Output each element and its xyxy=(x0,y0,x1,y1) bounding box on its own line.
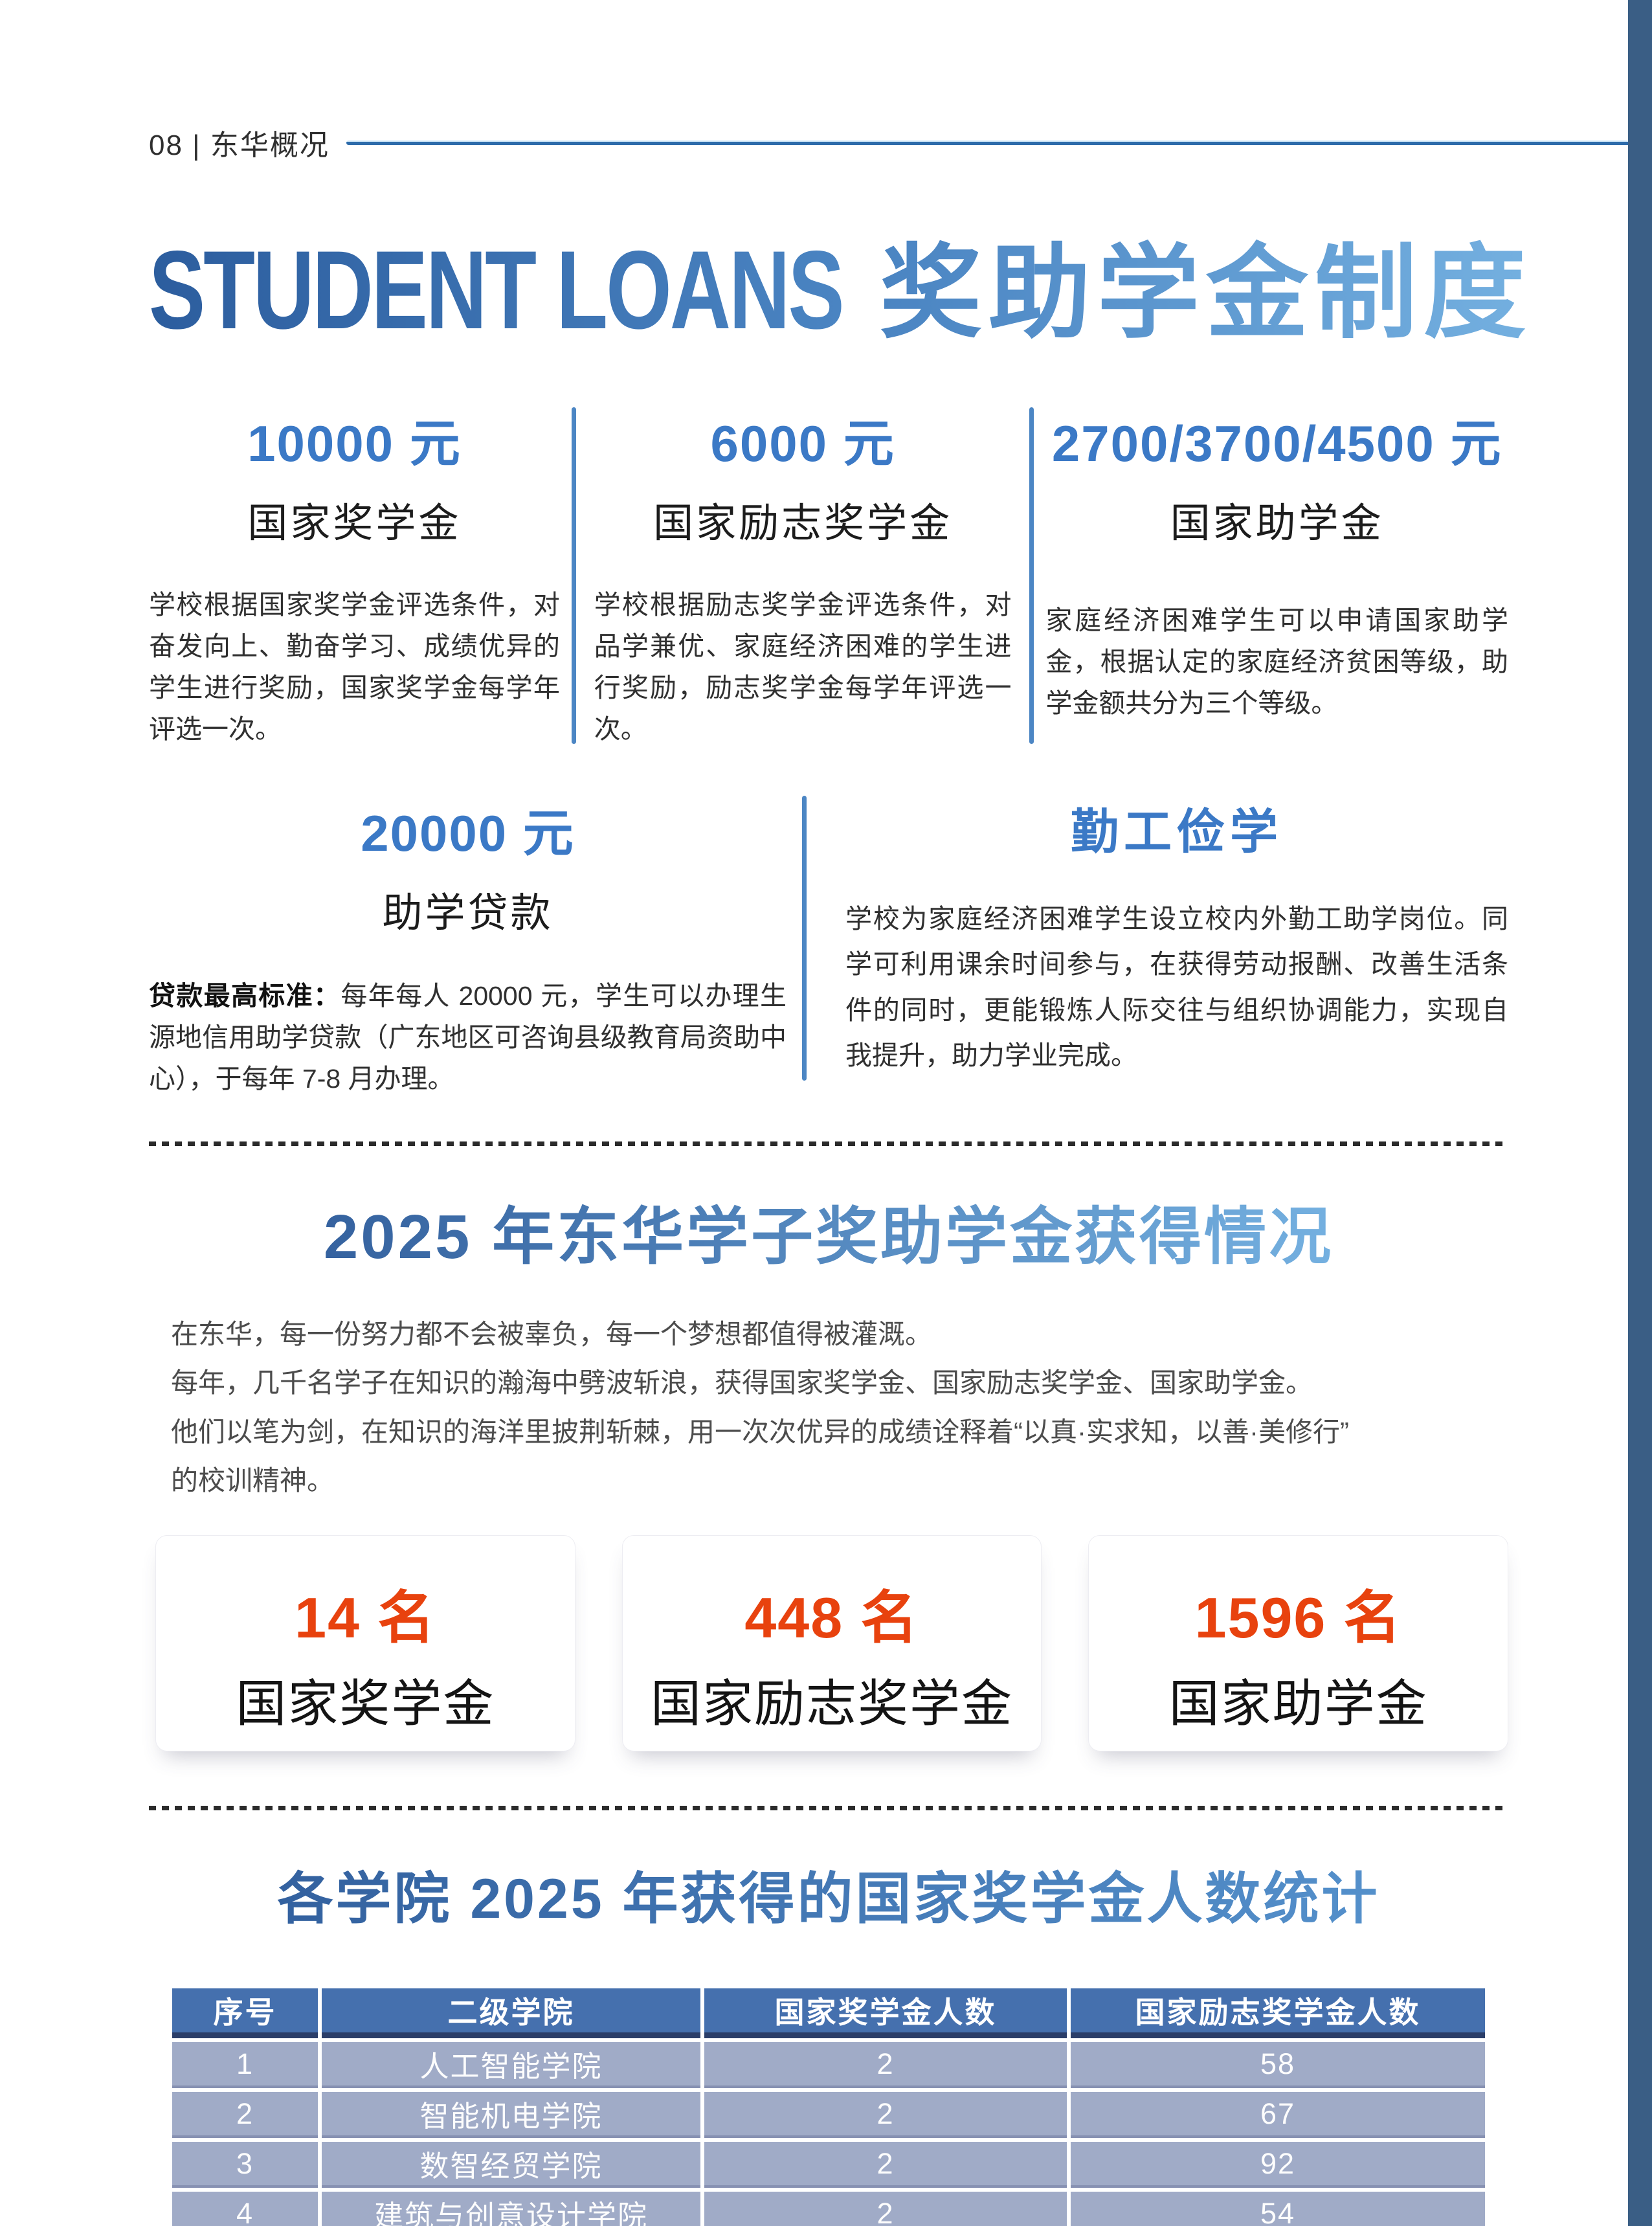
stat-count: 448 名 xyxy=(744,1586,919,1650)
stat-label: 国家励志奖学金 xyxy=(651,1675,1014,1733)
grant-amount: 6000 元 xyxy=(710,415,895,472)
grant-national-scholarship: 10000 元 国家奖学金 学校根据国家奖学金评选条件，对奋发向上、勤奋学习、成… xyxy=(149,403,560,750)
table-row: 4 建筑与创意设计学院 2 54 xyxy=(172,2192,1485,2226)
grant-description: 学校根据国家奖学金评选条件，对奋发向上、勤奋学习、成绩优异的学生进行奖励，国家奖… xyxy=(149,590,560,744)
table-cell: 2 xyxy=(704,2142,1067,2188)
loan-description: 贷款最高标准：每年每人 20000 元，学生可以办理生源地信用助学贷款（广东地区… xyxy=(149,976,787,1100)
section-title-2025-results: 2025 年东华学子奖助学金获得情况 xyxy=(149,1186,1508,1276)
section-title-text: 各学院 2025 年获得的国家奖学金人数统计 xyxy=(277,1868,1380,1931)
table-cell: 人工智能学院 xyxy=(322,2042,700,2089)
table-cell: 智能机电学院 xyxy=(322,2092,700,2139)
page-title-chinese: 奖助学金制度 xyxy=(880,210,1532,358)
table-cell: 1 xyxy=(172,2042,318,2089)
loan-description-lead: 贷款最高标准： xyxy=(149,980,341,1011)
vertical-divider xyxy=(1029,407,1034,744)
grant-national-aid: 2700/3700/4500 元 国家助学金 家庭经济困难学生可以申请国家助学金… xyxy=(1045,403,1508,750)
table-cell: 54 xyxy=(1071,2192,1485,2226)
workstudy-description: 学校为家庭经济困难学生设立校内外勤工助学岗位。同学可利用课余时间参与，在获得劳动… xyxy=(845,903,1508,1071)
table-cell: 数智经贸学院 xyxy=(322,2142,700,2188)
column-header-college: 二级学院 xyxy=(322,1988,700,2039)
table-cell: 2 xyxy=(704,2192,1067,2226)
grant-amount: 10000 元 xyxy=(247,415,462,472)
grant-amount: 2700/3700/4500 元 xyxy=(1051,415,1502,472)
table-cell: 92 xyxy=(1071,2142,1485,2188)
vertical-divider xyxy=(571,407,576,744)
grant-description: 学校根据励志奖学金评选条件，对品学兼优、家庭经济困难的学生进行奖励，励志奖学金每… xyxy=(594,590,1012,744)
grants-row: 10000 元 国家奖学金 学校根据国家奖学金评选条件，对奋发向上、勤奋学习、成… xyxy=(149,403,1508,750)
page-title: STUDENT LOANS 奖助学金制度 xyxy=(149,210,1526,358)
table-row: 3 数智经贸学院 2 92 xyxy=(172,2142,1485,2188)
grant-name: 国家励志奖学金 xyxy=(653,501,953,546)
table-cell: 67 xyxy=(1071,2092,1485,2139)
page-number-label: 08 | 东华概况 xyxy=(149,129,329,161)
stat-card-national-aid: 1596 名 国家助学金 xyxy=(1088,1535,1509,1752)
table-cell: 2 xyxy=(172,2092,318,2139)
section-title-text: 2025 年东华学子奖助学金获得情况 xyxy=(323,1202,1334,1272)
stat-cards-row: 14 名 国家奖学金 448 名 国家励志奖学金 1596 名 国家助学金 xyxy=(149,1535,1509,1752)
grant-name: 国家助学金 xyxy=(1170,501,1384,546)
table-row: 2 智能机电学院 2 67 xyxy=(172,2092,1485,2139)
college-scholarship-table: 序号 二级学院 国家奖学金人数 国家励志奖学金人数 1 人工智能学院 2 58 … xyxy=(168,1984,1489,2226)
stat-count: 14 名 xyxy=(295,1586,436,1650)
loan-amount: 20000 元 xyxy=(361,804,575,862)
section-title-college-stats: 各学院 2025 年获得的国家奖学金人数统计 xyxy=(149,1853,1508,1934)
table-cell: 3 xyxy=(172,2142,318,2188)
grant-inspiration-scholarship: 6000 元 国家励志奖学金 学校根据励志奖学金评选条件，对品学兼优、家庭经济困… xyxy=(588,403,1018,750)
dashed-divider xyxy=(149,1141,1508,1146)
stat-card-inspiration-scholarship: 448 名 国家励志奖学金 xyxy=(621,1535,1042,1752)
stat-card-national-scholarship: 14 名 国家奖学金 xyxy=(155,1535,575,1752)
stat-label: 国家奖学金 xyxy=(236,1675,495,1733)
dashed-divider xyxy=(149,1806,1508,1811)
section-paragraph: 在东华，每一份努力都不会被辜负，每一个梦想都值得被灌溉。 每年，几千名学子在知识… xyxy=(171,1318,1349,1496)
header-rule xyxy=(346,140,1628,145)
grant-name: 国家奖学金 xyxy=(247,501,462,546)
page-header: 08 | 东华概况 xyxy=(149,0,1628,163)
column-header-scholarship-count: 国家奖学金人数 xyxy=(704,1988,1067,2039)
workstudy-block: 勤工俭学 学校为家庭经济困难学生设立校内外勤工助学岗位。同学可利用课余时间参与，… xyxy=(822,793,1508,1100)
loan-workstudy-row: 20000 元 助学贷款 贷款最高标准：每年每人 20000 元，学生可以办理生… xyxy=(149,793,1508,1100)
table-cell: 58 xyxy=(1071,2042,1485,2089)
stat-label: 国家助学金 xyxy=(1168,1675,1428,1733)
vertical-divider xyxy=(802,795,807,1081)
table-cell: 4 xyxy=(172,2192,318,2226)
stat-count: 1596 名 xyxy=(1194,1586,1402,1650)
loan-description-body: 每年每人 20000 元，学生可以办理生源地信用助学贷款（广东地区可咨询县级教育… xyxy=(149,980,787,1094)
workstudy-title: 勤工俭学 xyxy=(1071,804,1283,859)
page-edge-bar xyxy=(1628,0,1652,2226)
table-cell: 2 xyxy=(704,2092,1067,2139)
table-cell: 建筑与创意设计学院 xyxy=(322,2192,700,2226)
student-loan-block: 20000 元 助学贷款 贷款最高标准：每年每人 20000 元，学生可以办理生… xyxy=(149,793,787,1100)
page-title-english: STUDENT LOANS xyxy=(149,226,845,354)
loan-name: 助学贷款 xyxy=(382,890,553,936)
grant-description: 家庭经济困难学生可以申请国家助学金，根据认定的家庭经济贫困等级，助学金额共分为三… xyxy=(1045,605,1508,718)
column-header-inspiration-count: 国家励志奖学金人数 xyxy=(1071,1988,1485,2039)
table-header-row: 序号 二级学院 国家奖学金人数 国家励志奖学金人数 xyxy=(172,1988,1485,2039)
table-cell: 2 xyxy=(704,2042,1067,2089)
table-row: 1 人工智能学院 2 58 xyxy=(172,2042,1485,2089)
column-header-index: 序号 xyxy=(172,1988,318,2039)
